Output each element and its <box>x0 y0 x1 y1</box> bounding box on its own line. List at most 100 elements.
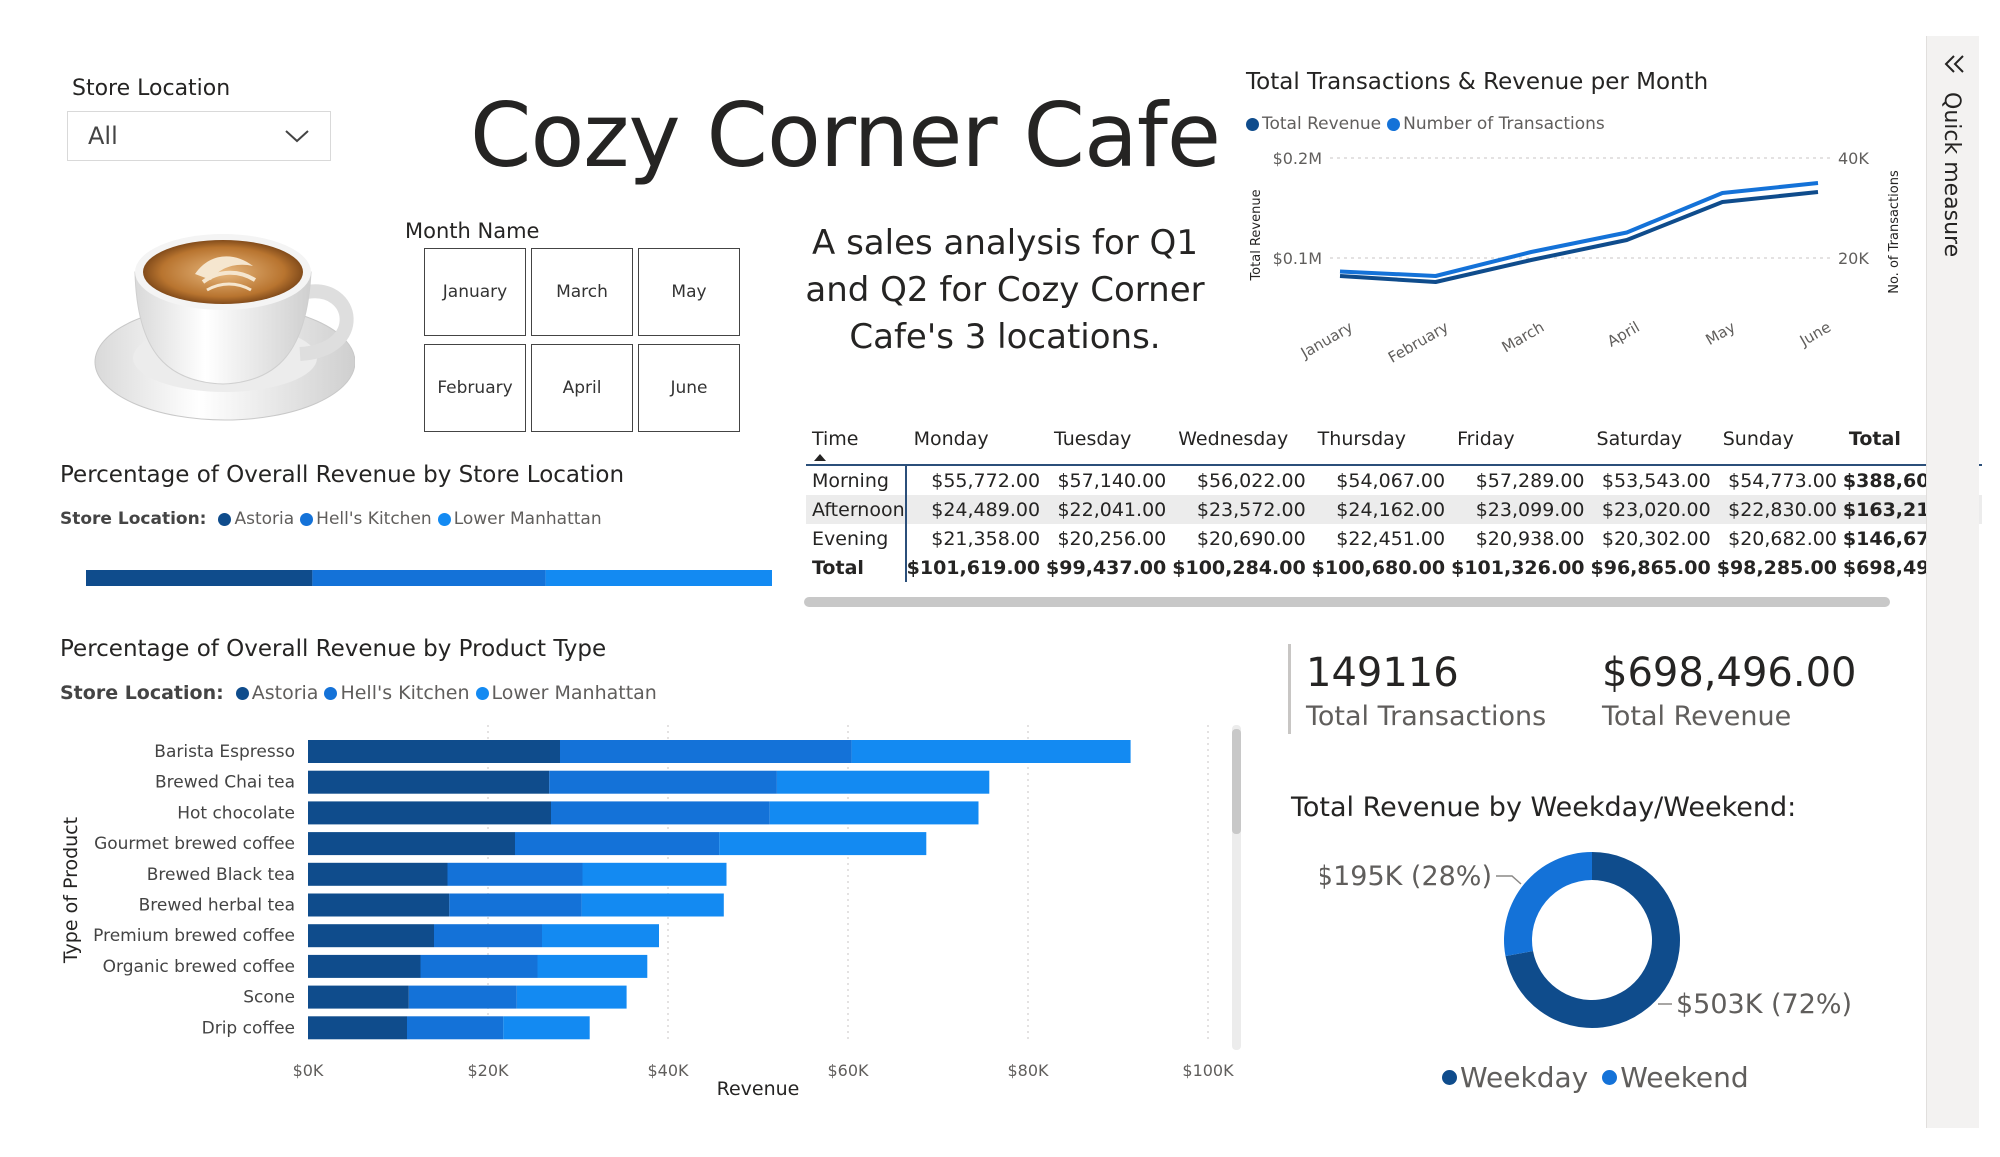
product-category-label: Brewed Chai tea <box>155 773 295 793</box>
product-bar-segment <box>851 740 1131 763</box>
product-category-label: Gourmet brewed coffee <box>94 834 295 854</box>
store-location-dropdown[interactable]: All <box>67 111 331 161</box>
product-category-label: Brewed Black tea <box>147 865 295 885</box>
matrix-row-label: Afternoon <box>806 495 907 524</box>
dashboard-subtitle: A sales analysis for Q1 and Q2 for Cozy … <box>790 220 1220 361</box>
matrix-cell: $22,041.00 <box>1057 498 1167 521</box>
donut-label-weekday: $503K (72%) <box>1676 989 1852 1020</box>
matrix-cell: $22,830.00 <box>1728 498 1837 521</box>
month-tile-may[interactable]: May <box>638 248 740 336</box>
month-tile-march[interactable]: March <box>531 248 633 336</box>
line-chart[interactable]: Total Revenue No. of Transactions $0.2M … <box>1230 140 1910 380</box>
total-revenue-label: Total Revenue <box>1602 701 1792 732</box>
matrix-row[interactable]: Afternoon $24,489.00 $22,041.00 $23,572.00 $… <box>806 495 1983 524</box>
matrix-header-saturday[interactable]: Saturday <box>1596 428 1683 450</box>
matrix-cell: $23,572.00 <box>1196 498 1306 521</box>
line-chart-y-left-tick-0: $0.2M <box>1273 149 1322 168</box>
matrix-header-total[interactable]: Total <box>1848 428 1901 450</box>
legend-label-revenue: Total Revenue <box>1262 114 1382 134</box>
matrix-header-row: Time Monday Tuesday Wednesday Thursday F… <box>806 428 1983 465</box>
matrix-cell: $24,489.00 <box>931 498 1041 521</box>
weekday-weekend-donut[interactable]: $195K (28%) $503K (72%) <box>1320 840 1880 1040</box>
legend-dot-lower-manhattan <box>475 686 489 700</box>
quick-measure-pane[interactable]: Quick measure <box>1926 36 1979 1128</box>
line-chart-x-label: February <box>1385 318 1452 367</box>
double-chevron-left-icon[interactable] <box>1943 54 1967 74</box>
matrix-horizontal-scrollbar[interactable] <box>804 597 1890 607</box>
donut-legend: Weekday Weekend <box>1436 1061 1749 1094</box>
product-category-label: Hot chocolate <box>177 803 295 823</box>
product-bar-segment <box>769 801 979 825</box>
sort-ascending-icon[interactable] <box>813 453 827 462</box>
line-chart-y-right-tick-1: 20K <box>1838 249 1869 268</box>
matrix-header-tuesday[interactable]: Tuesday <box>1054 428 1132 450</box>
weekend-leader-line <box>1496 875 1522 885</box>
product-bar-segment <box>542 924 659 948</box>
matrix-row[interactable]: Morning $55,772.00 $57,140.00 $56,022.00 $54… <box>806 465 1982 495</box>
matrix-cell: $100,284.00 <box>1172 556 1306 579</box>
legend-dot-weekday <box>1442 1070 1457 1085</box>
matrix-cell: $55,772.00 <box>931 469 1041 492</box>
product-bar-segment <box>308 770 550 794</box>
store-share-segment <box>312 570 546 586</box>
kpi-divider <box>1288 644 1291 734</box>
product-category-label: Scone <box>243 988 295 1008</box>
product-chart-scrollbar[interactable] <box>1232 729 1241 834</box>
product-x-axis-title: Revenue <box>717 1078 800 1100</box>
matrix-header-thursday[interactable]: Thursday <box>1317 428 1407 450</box>
matrix-cell: $24,162.00 <box>1336 498 1446 521</box>
donut-slice-weekend <box>1504 852 1592 957</box>
dashboard-title: Cozy Corner Cafe <box>470 84 1221 187</box>
product-x-tick: $0K <box>293 1061 324 1080</box>
legend-label-hells-kitchen: Hell's Kitchen <box>316 509 432 529</box>
product-x-tick: $100K <box>1182 1061 1234 1080</box>
store-share-bar-chart[interactable] <box>86 570 772 588</box>
product-bar-segment <box>515 832 720 856</box>
product-bar-chart[interactable]: Type of Product Revenue Barista Espresso… <box>55 725 1255 1115</box>
legend-dot-astoria <box>218 512 232 526</box>
matrix-header-friday[interactable]: Friday <box>1457 428 1515 450</box>
matrix-header-time[interactable]: Time <box>806 428 906 465</box>
subtitle-line-3: Cafe's 3 locations. <box>849 317 1161 357</box>
product-bar-segment <box>581 893 724 917</box>
product-bar-segment <box>308 832 515 856</box>
donut-chart-title: Total Revenue by Weekday/Weekend: <box>1291 792 1797 823</box>
matrix-total-row[interactable]: Total $101,619.00 $99,437.00 $100,284.00 $10… <box>806 553 1982 582</box>
product-bar-segment <box>582 862 727 886</box>
product-bar-segment <box>308 924 434 948</box>
legend-label-weekday: Weekday <box>1460 1061 1589 1094</box>
product-bar-segment <box>537 954 648 978</box>
product-x-tick: $80K <box>1007 1061 1049 1080</box>
line-chart-x-label: June <box>1796 318 1834 350</box>
legend-label-lower-manhattan: Lower Manhattan <box>491 682 657 704</box>
line-chart-legend: Total Revenue Number of Transactions <box>1240 114 1605 134</box>
line-chart-title: Total Transactions & Revenue per Month <box>1246 69 1709 95</box>
month-tile-february[interactable]: February <box>424 344 526 432</box>
product-bar-segment <box>420 954 538 978</box>
matrix-header-sunday[interactable]: Sunday <box>1722 428 1794 450</box>
legend-label-lower-manhattan: Lower Manhattan <box>453 509 602 529</box>
matrix-cell: $23,099.00 <box>1475 498 1585 521</box>
product-bar-segment <box>449 893 582 917</box>
matrix-cell: $96,865.00 <box>1590 556 1711 579</box>
product-bar-segment <box>719 832 927 856</box>
store-share-segment <box>545 570 772 586</box>
month-tile-april[interactable]: April <box>531 344 633 432</box>
matrix-cell: $56,022.00 <box>1196 469 1306 492</box>
legend-dot-astoria <box>235 686 249 700</box>
product-category-label: Organic brewed coffee <box>103 957 295 977</box>
matrix-cell: $20,256.00 <box>1057 527 1167 550</box>
line-chart-x-label: April <box>1604 318 1643 351</box>
line-chart-y-left-label: Total Revenue <box>1249 189 1264 281</box>
matrix-cell: $98,285.00 <box>1716 556 1837 579</box>
matrix-row[interactable]: Evening $21,358.00 $20,256.00 $20,690.00 $22… <box>806 524 1982 553</box>
chevron-down-icon <box>285 130 309 143</box>
month-tile-january[interactable]: January <box>424 248 526 336</box>
month-tile-june[interactable]: June <box>638 344 740 432</box>
revenue-matrix[interactable]: Time Monday Tuesday Wednesday Thursday F… <box>806 428 1983 582</box>
matrix-header-wednesday[interactable]: Wednesday <box>1178 428 1289 450</box>
legend-label-transactions: Number of Transactions <box>1403 114 1605 134</box>
matrix-row-label: Morning <box>806 465 907 495</box>
transactions-line <box>1339 181 1819 278</box>
matrix-header-monday[interactable]: Monday <box>913 428 989 450</box>
